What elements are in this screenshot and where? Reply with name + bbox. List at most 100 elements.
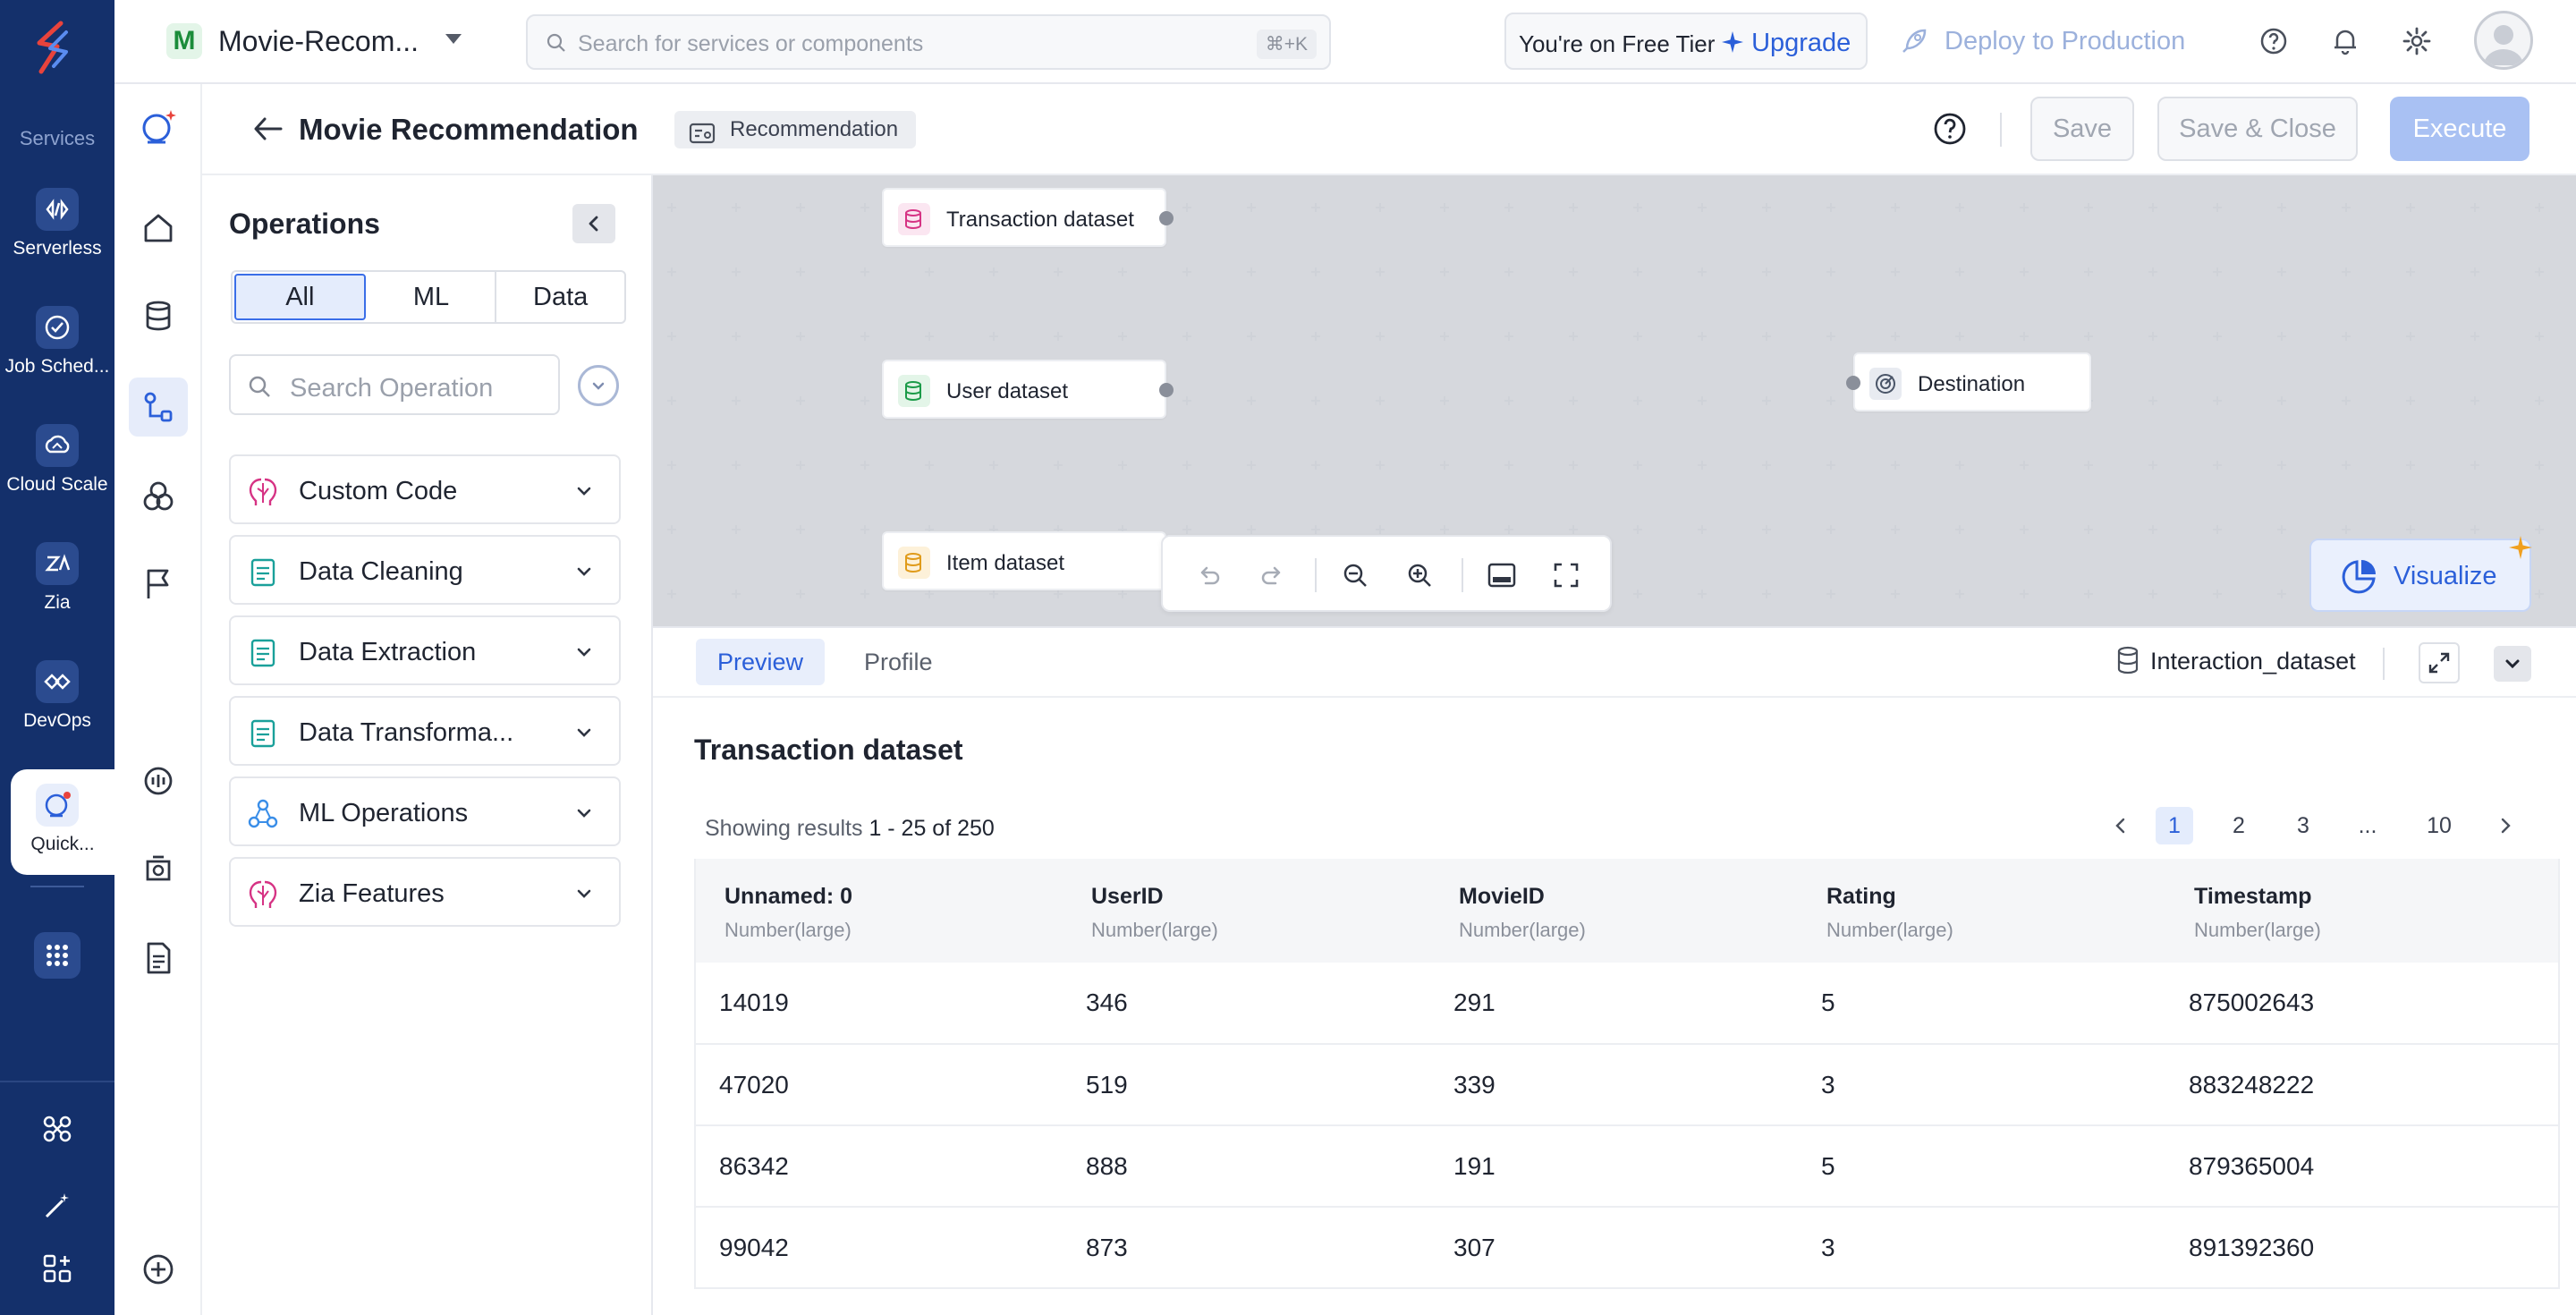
minimap-icon[interactable] (1483, 556, 1521, 594)
zoom-out-icon[interactable] (1336, 556, 1374, 594)
rail-item-zia[interactable]: Zia (0, 528, 114, 633)
user-avatar[interactable] (2474, 11, 2533, 70)
visualize-button[interactable]: Visualize (2309, 536, 2532, 612)
redo-icon[interactable] (1254, 556, 1292, 594)
save-button[interactable]: Save (2030, 97, 2134, 161)
output-port[interactable] (1159, 211, 1174, 225)
add-circle-icon[interactable] (129, 1240, 188, 1299)
operation-category-data-transformation[interactable]: Data Transforma... (229, 696, 621, 766)
add-widget-icon[interactable] (39, 1251, 75, 1286)
operation-category-data-cleaning[interactable]: Data Cleaning (229, 535, 621, 605)
pipeline-title: Movie Recommendation (299, 113, 639, 146)
node-destination[interactable]: Destination (1846, 352, 2091, 411)
output-port[interactable] (1159, 383, 1174, 397)
monitor-icon[interactable] (129, 751, 188, 810)
project-dropdown-caret-icon[interactable] (445, 34, 462, 44)
search-operation-input[interactable]: Search Operation (229, 354, 560, 415)
global-search-input[interactable]: Search for services or components ⌘+K (526, 14, 1331, 70)
operation-category-label: Zia Features (299, 879, 445, 908)
quickml-logo-icon[interactable] (129, 98, 188, 157)
models-icon[interactable] (129, 467, 188, 526)
dataset-icon (898, 375, 930, 407)
tab-profile[interactable]: Profile (864, 649, 933, 675)
collapse-preview-chevron-icon[interactable] (2494, 646, 2531, 682)
settings-gear-icon[interactable] (2399, 23, 2435, 59)
model-registry-icon[interactable] (129, 841, 188, 900)
table-cell: 47020 (694, 1044, 1063, 1126)
pipeline-header: Movie Recommendation Recommendation Save… (202, 84, 2576, 175)
column-header[interactable]: Unnamed: 0 Number(large) (694, 859, 1063, 963)
expand-preview-icon[interactable] (2419, 642, 2460, 683)
page-button[interactable]: 10 (2427, 812, 2452, 838)
apps-grid-icon[interactable] (34, 932, 80, 979)
prev-page-icon[interactable] (2102, 807, 2140, 844)
rail-item-devops[interactable]: DevOps (0, 646, 114, 751)
deploy-label: Deploy to Production (1945, 27, 2186, 55)
undo-icon[interactable] (1190, 556, 1227, 594)
table-cell: 519 (1063, 1044, 1430, 1126)
zia-features-icon (247, 878, 279, 911)
column-header[interactable]: UserID Number(large) (1063, 859, 1430, 963)
rail-item-quickml[interactable]: Quick... (11, 769, 114, 875)
input-port[interactable] (1846, 376, 1860, 390)
search-icon (546, 32, 567, 58)
filter-tab-data[interactable]: Data (533, 282, 589, 311)
help-icon[interactable] (2256, 23, 2292, 59)
node-item-dataset[interactable]: Item dataset (882, 531, 1166, 590)
tab-preview[interactable]: Preview (696, 639, 826, 685)
operation-category-label: Custom Code (299, 477, 458, 505)
page-button[interactable]: 2 (2233, 812, 2245, 838)
document-icon[interactable] (129, 929, 188, 988)
save-and-close-button[interactable]: Save & Close (2157, 97, 2358, 161)
collapse-panel-button[interactable] (572, 204, 615, 243)
next-page-icon[interactable] (2487, 807, 2524, 844)
rail-item-label: Zia (44, 592, 71, 613)
zoom-in-icon[interactable] (1401, 556, 1438, 594)
column-header[interactable]: Timestamp Number(large) (2165, 859, 2560, 963)
page-button[interactable]: 3 (2297, 812, 2309, 838)
magic-wand-icon[interactable] (39, 1188, 75, 1224)
operation-category-zia-features[interactable]: Zia Features (229, 857, 621, 927)
dataset-selector[interactable]: Interaction_dataset (2150, 648, 2356, 674)
column-header[interactable]: Rating Number(large) (1798, 859, 2165, 963)
notification-bell-icon[interactable] (2327, 23, 2363, 59)
column-header[interactable]: MovieID Number(large) (1430, 859, 1798, 963)
operation-category-data-extraction[interactable]: Data Extraction (229, 615, 621, 685)
node-transaction-dataset[interactable]: Transaction dataset (882, 188, 1174, 247)
upgrade-link[interactable]: Upgrade (1721, 29, 1851, 58)
preview-divider (2383, 648, 2385, 680)
project-name[interactable]: Movie-Recom... (218, 25, 419, 57)
dataset-icon (898, 547, 930, 579)
datastore-icon[interactable] (129, 286, 188, 345)
catalyst-logo[interactable] (30, 20, 82, 77)
operation-category-ml-operations[interactable]: ML Operations (229, 776, 621, 846)
home-icon[interactable] (129, 199, 188, 258)
services-label: Services (19, 127, 96, 149)
execute-button[interactable]: Execute (2390, 97, 2529, 161)
back-arrow-icon[interactable] (250, 111, 286, 151)
pipelines-icon[interactable] (129, 378, 188, 437)
node-user-dataset[interactable]: User dataset (882, 360, 1174, 419)
filter-tab-ml[interactable]: ML (368, 272, 497, 322)
project-badge: M (166, 23, 202, 59)
pipeline-help-icon[interactable] (1932, 111, 1968, 151)
page-button[interactable]: 1 (2156, 807, 2193, 844)
operation-category-custom-code[interactable]: Custom Code (229, 454, 621, 524)
table-cell: 307 (1430, 1207, 1798, 1289)
rail-item-cloud-scale[interactable]: Cloud Scale (0, 410, 114, 515)
operations-panel: Operations All ML Data Search Operation … (202, 175, 653, 1315)
filter-tab-all[interactable]: All (234, 274, 366, 320)
search-placeholder: Search for services or components (578, 31, 924, 56)
header-divider (2000, 113, 2002, 147)
destination-icon (1869, 368, 1902, 400)
integrations-icon[interactable] (39, 1111, 75, 1147)
rail-item-job-scheduler[interactable]: Job Sched... (0, 292, 114, 397)
pipeline-canvas[interactable]: Transaction dataset User dataset Item da… (653, 175, 2576, 626)
fit-view-icon[interactable] (1547, 556, 1585, 594)
deploy-to-production-button[interactable]: Deploy to Production (1900, 18, 2231, 64)
expand-all-chevron-icon[interactable] (578, 365, 619, 406)
pipeline-type-tag: Recommendation (674, 111, 917, 148)
flag-icon[interactable] (129, 555, 188, 614)
rail-item-serverless[interactable]: Serverless (0, 174, 114, 279)
operation-category-label: Data Transforma... (299, 718, 514, 747)
